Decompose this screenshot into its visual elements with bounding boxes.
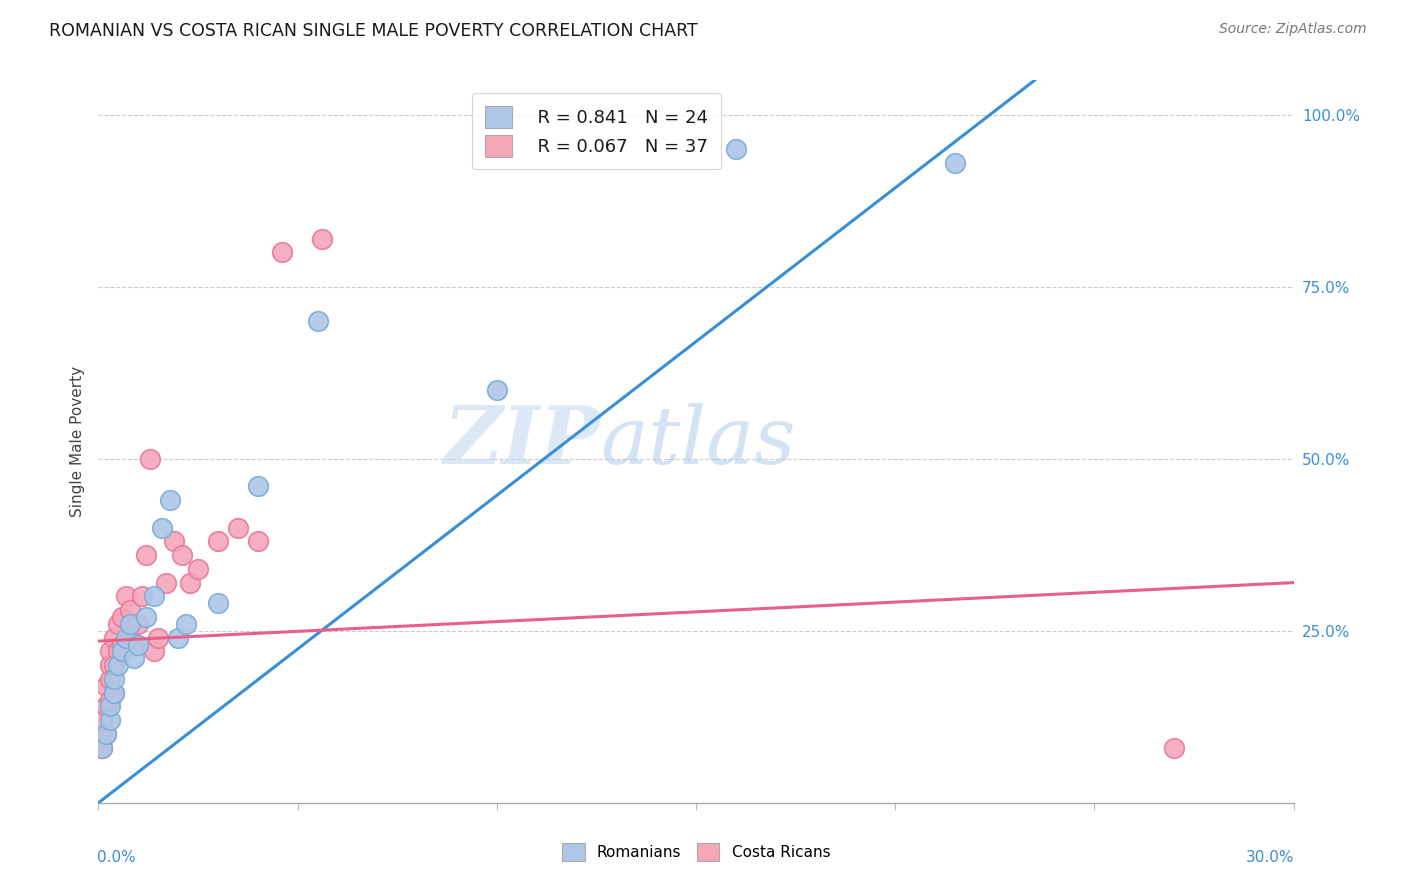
Point (98, 672, 122, 686)
Point (246, 479, 269, 493)
Point (1163, 740, 1185, 755)
Point (98, 692, 122, 706)
Point (96, 727, 118, 741)
Point (207, 596, 229, 610)
Y-axis label: Single Male Poverty: Single Male Poverty (69, 366, 84, 517)
Point (143, 644, 166, 658)
Point (307, 314, 329, 328)
Point (96, 699, 118, 714)
Legend: Romanians, Costa Ricans: Romanians, Costa Ricans (555, 837, 837, 867)
Point (135, 610, 157, 624)
Point (103, 658, 125, 673)
Point (159, 493, 181, 508)
Point (103, 686, 125, 700)
Point (148, 631, 170, 645)
Point (91, 740, 114, 755)
Point (120, 631, 142, 645)
Point (135, 548, 157, 562)
Point (246, 534, 269, 549)
Point (120, 616, 142, 631)
Point (107, 644, 129, 658)
Point (107, 616, 129, 631)
Point (167, 631, 190, 645)
Point (98, 713, 122, 727)
Point (124, 651, 146, 665)
Point (311, 231, 333, 245)
Point (103, 631, 125, 645)
Point (127, 638, 149, 652)
Point (270, 245, 292, 260)
Point (98, 699, 122, 714)
Point (96, 727, 118, 741)
Text: Source: ZipAtlas.com: Source: ZipAtlas.com (1219, 22, 1367, 37)
Point (131, 590, 153, 604)
Point (139, 451, 162, 466)
Point (91, 713, 114, 727)
Point (91, 740, 114, 755)
Point (98, 644, 122, 658)
Point (207, 534, 229, 549)
Point (103, 672, 125, 686)
Point (179, 575, 201, 590)
Point (115, 631, 138, 645)
Point (96, 679, 118, 693)
Point (174, 616, 197, 631)
Point (163, 534, 186, 549)
Point (172, 548, 194, 562)
Point (98, 658, 122, 673)
Point (111, 610, 134, 624)
Point (103, 686, 125, 700)
Point (115, 590, 138, 604)
Text: ROMANIAN VS COSTA RICAN SINGLE MALE POVERTY CORRELATION CHART: ROMANIAN VS COSTA RICAN SINGLE MALE POVE… (49, 22, 697, 40)
Point (155, 575, 177, 590)
Text: 0.0%: 0.0% (97, 850, 136, 864)
Point (120, 603, 142, 617)
Text: ZIP: ZIP (443, 403, 600, 480)
Point (107, 658, 129, 673)
Point (485, 383, 508, 397)
Point (111, 644, 134, 658)
Point (127, 616, 149, 631)
Point (943, 156, 966, 170)
Point (724, 142, 747, 156)
Point (124, 638, 146, 652)
Point (111, 638, 134, 652)
Text: atlas: atlas (600, 403, 796, 480)
Text: 30.0%: 30.0% (1246, 850, 1295, 864)
Point (150, 520, 173, 534)
Point (226, 520, 249, 534)
Point (143, 590, 166, 604)
Point (187, 562, 209, 576)
